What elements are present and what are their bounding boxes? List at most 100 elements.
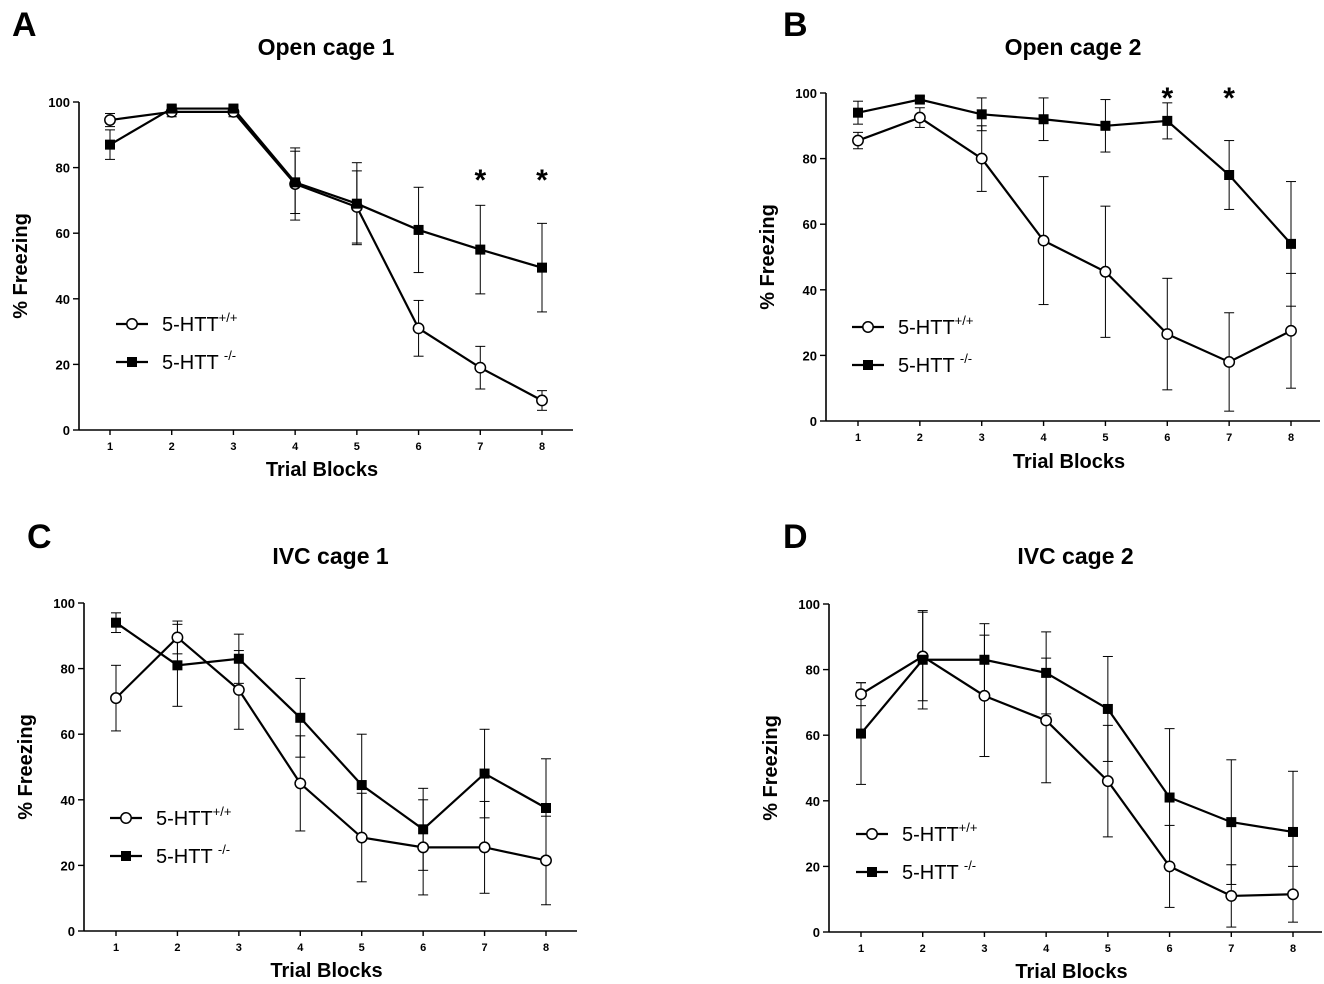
data-point-open-circle [1099, 265, 1112, 278]
x-tick-label: 6 [416, 441, 422, 453]
x-tick-label: 3 [979, 432, 985, 444]
y-tick-label: 100 [798, 597, 820, 612]
y-tick-label: 20 [803, 348, 817, 363]
y-axis-title: % Freezing [15, 714, 37, 820]
panel-letter: B [783, 6, 808, 44]
legend-series-name: 5-HTT [162, 352, 224, 374]
legend-series-name: 5-HTT [902, 862, 964, 884]
significance-star: * [536, 164, 548, 197]
y-tick-label: 100 [48, 95, 70, 110]
data-point-filled-square [537, 262, 547, 273]
data-point-open-circle [232, 683, 245, 696]
significance-star: * [474, 164, 486, 197]
legend-genotype-superscript: -/- [964, 858, 976, 873]
x-tick-label: 1 [113, 942, 119, 954]
legend-genotype-superscript: -/- [218, 842, 230, 857]
data-point-open-circle [1285, 324, 1297, 337]
legend-label: 5-HTT+/+ [902, 820, 977, 846]
markers-knockout [111, 617, 551, 835]
data-point-open-circle [978, 689, 991, 702]
legend-marker-open-circle [126, 318, 138, 330]
data-point-open-circle [1101, 775, 1114, 788]
data-point-open-circle [110, 692, 122, 705]
legend-genotype-superscript: +/+ [219, 310, 238, 325]
series-line [115, 621, 547, 831]
x-tick-label: 5 [1102, 432, 1108, 444]
series-line [860, 655, 1294, 898]
chart-panel-c: C IVC cage 1 0 20 40 60 80 100 1 2 3 4 5 6 7 8 Trial Blo… [15, 518, 577, 982]
legend-series-name: 5-HTT [162, 314, 219, 336]
x-axis-title: Trial Blocks [1013, 451, 1125, 473]
x-tick-label: 5 [1105, 943, 1111, 955]
legend-genotype-superscript: +/+ [959, 820, 978, 835]
data-point-filled-square [418, 824, 429, 835]
data-point-open-circle [1287, 888, 1299, 901]
y-tick-label: 100 [53, 596, 75, 611]
legend: 5-HTT+/+5-HTT -/- [110, 804, 231, 868]
y-tick-label: 0 [63, 423, 70, 438]
data-point-filled-square [351, 198, 362, 209]
legend-genotype-superscript: -/- [224, 348, 236, 363]
x-tick-label: 1 [855, 432, 861, 444]
data-point-filled-square [1224, 170, 1235, 180]
series-line [857, 116, 1292, 364]
legend-marker-open-circle [862, 321, 874, 333]
data-point-filled-square [105, 139, 115, 150]
legend-marker-filled-square [863, 360, 873, 370]
data-point-open-circle [1040, 714, 1053, 727]
x-axis-title: Trial Blocks [270, 960, 382, 982]
data-point-open-circle [412, 322, 425, 335]
series-line [857, 98, 1292, 245]
y-tick-label: 60 [56, 226, 70, 241]
markers-knockout [105, 103, 547, 273]
y-tick-label: 80 [803, 152, 817, 167]
x-tick-label: 5 [359, 942, 365, 954]
y-axis-title: % Freezing [10, 213, 32, 319]
data-point-filled-square [1226, 817, 1237, 828]
x-tick-label: 3 [981, 943, 987, 955]
y-tick-label: 80 [61, 662, 75, 677]
series-line [115, 635, 547, 862]
y-tick-label: 100 [795, 86, 817, 101]
data-point-filled-square [1286, 238, 1296, 249]
data-point-filled-square [479, 768, 490, 779]
x-tick-label: 2 [169, 441, 175, 453]
data-point-filled-square [917, 654, 928, 665]
y-tick-label: 40 [56, 292, 70, 307]
chart-panel-a: A Open cage 1 0 20 40 60 80 100 1 2 3 4 5 6 7 8 Trial Bl… [10, 6, 573, 481]
data-point-open-circle [478, 841, 491, 854]
data-point-filled-square [1102, 703, 1113, 714]
x-tick-label: 8 [543, 942, 549, 954]
data-point-open-circle [852, 134, 864, 147]
markers-knockout [856, 654, 1298, 837]
legend-series-name: 5-HTT [156, 808, 213, 830]
data-point-open-circle [536, 394, 548, 407]
data-point-filled-square [1288, 826, 1298, 837]
legend-label: 5-HTT -/- [898, 351, 972, 377]
x-tick-label: 6 [1167, 943, 1173, 955]
y-tick-label: 0 [810, 414, 817, 429]
data-point-open-circle [540, 854, 552, 867]
markers-knockout [853, 94, 1296, 249]
data-point-filled-square [541, 803, 551, 813]
data-point-open-circle [474, 361, 487, 374]
legend-label: 5-HTT+/+ [162, 310, 237, 336]
x-tick-label: 1 [858, 943, 864, 955]
series-knockout [105, 104, 547, 313]
legend-label: 5-HTT+/+ [156, 804, 231, 830]
chart-panel-d: D IVC cage 2 0 20 40 60 80 100 1 2 3 4 5 6 7 8 Trial Blo… [760, 518, 1322, 983]
chart-title: IVC cage 1 [272, 543, 389, 569]
data-point-open-circle [104, 114, 116, 126]
data-point-filled-square [413, 224, 424, 235]
legend-genotype-superscript: -/- [960, 351, 972, 366]
legend-label: 5-HTT -/- [162, 348, 236, 374]
legend-genotype-superscript: +/+ [955, 313, 974, 328]
legend-marker-filled-square [121, 851, 131, 861]
data-point-filled-square [290, 177, 301, 188]
legend-label: 5-HTT -/- [156, 842, 230, 868]
data-point-filled-square [853, 107, 863, 118]
x-tick-label: 4 [292, 441, 299, 453]
y-tick-label: 20 [56, 357, 70, 372]
x-tick-label: 4 [1041, 432, 1048, 444]
